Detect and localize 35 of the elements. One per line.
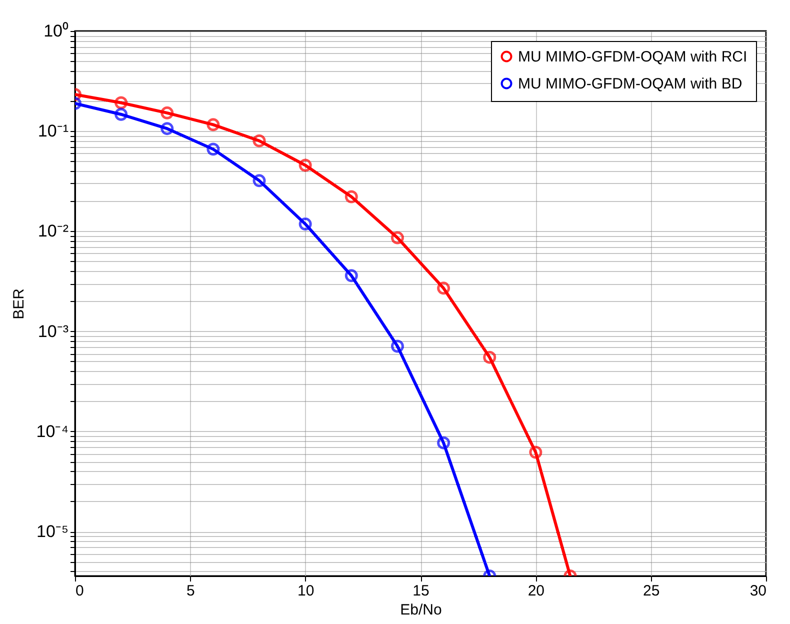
x-tick-label: 10	[297, 582, 314, 600]
point	[206, 142, 220, 156]
y-tick-label: 10⁰	[44, 22, 68, 40]
point	[298, 218, 312, 231]
point	[114, 108, 128, 121]
y-tick-label: 10⁻¹	[38, 122, 69, 141]
legend-label: MU MIMO-GFDM-OQAM with BD	[518, 76, 742, 92]
point	[160, 106, 174, 120]
x-tick-label: 25	[642, 582, 660, 600]
point	[390, 340, 404, 353]
x-tick-label: 15	[412, 582, 430, 600]
point	[483, 350, 496, 364]
y-axis-title: BER	[10, 288, 28, 320]
point	[437, 282, 450, 295]
x-axis-title: Eb/No	[400, 602, 442, 618]
point	[298, 158, 312, 172]
point	[206, 118, 220, 132]
y-tick-label: 10⁻⁵	[36, 522, 68, 542]
point	[160, 122, 174, 136]
y-tick-label: 10⁻³	[38, 322, 69, 341]
x-tick-label: 0	[76, 582, 84, 600]
point	[390, 231, 404, 244]
point	[252, 134, 266, 148]
point	[437, 436, 450, 450]
x-tick-label: 5	[186, 582, 195, 600]
x-tick-label: 30	[750, 582, 766, 600]
point	[344, 269, 358, 282]
point	[252, 174, 266, 188]
x-tick-label: 20	[528, 582, 545, 600]
point	[114, 96, 128, 110]
y-tick-label: 10⁻⁴	[36, 422, 68, 441]
point	[529, 446, 542, 459]
point	[344, 190, 358, 204]
y-tick-label: 10⁻²	[38, 222, 69, 241]
legend-label: MU MIMO-GFDM-OQAM with RCI	[518, 48, 748, 66]
